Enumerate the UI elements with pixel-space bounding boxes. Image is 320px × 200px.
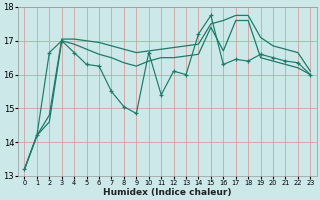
X-axis label: Humidex (Indice chaleur): Humidex (Indice chaleur): [103, 188, 232, 197]
